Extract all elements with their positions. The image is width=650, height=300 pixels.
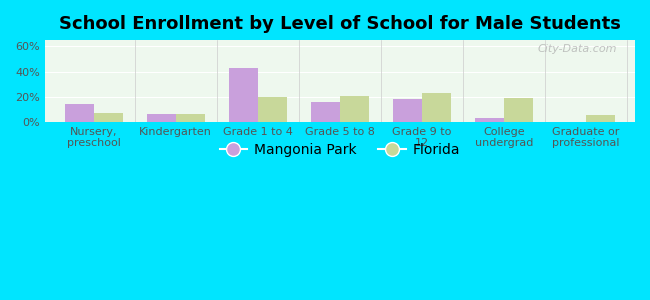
Bar (311, 102, 340, 122)
Legend: Mangonia Park, Florida: Mangonia Park, Florida (214, 137, 465, 163)
Bar (229, 68, 258, 122)
Bar (94, 113, 122, 122)
Bar (65, 104, 94, 122)
Bar (176, 114, 205, 122)
Text: City-Data.com: City-Data.com (538, 44, 618, 54)
Bar (340, 95, 369, 122)
Bar (258, 97, 287, 122)
Bar (147, 114, 176, 122)
Bar (504, 98, 532, 122)
Bar (475, 118, 504, 122)
Bar (586, 115, 614, 122)
Bar (422, 93, 450, 122)
Title: School Enrollment by Level of School for Male Students: School Enrollment by Level of School for… (59, 15, 621, 33)
Bar (393, 99, 422, 122)
